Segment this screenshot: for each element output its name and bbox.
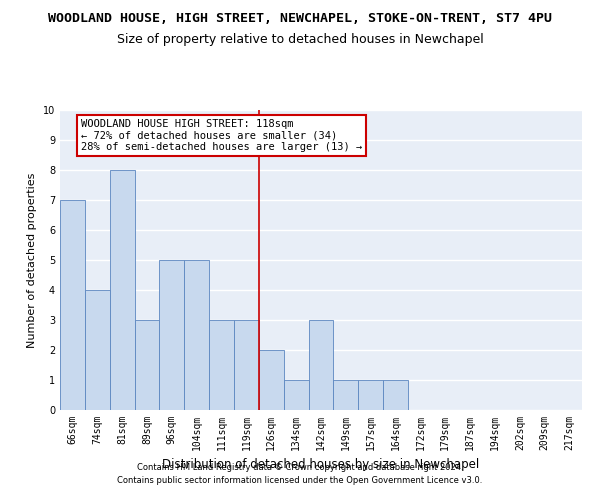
Text: WOODLAND HOUSE, HIGH STREET, NEWCHAPEL, STOKE-ON-TRENT, ST7 4PU: WOODLAND HOUSE, HIGH STREET, NEWCHAPEL, … — [48, 12, 552, 26]
Y-axis label: Number of detached properties: Number of detached properties — [28, 172, 37, 348]
Bar — [60, 200, 85, 410]
Bar — [209, 320, 234, 410]
Bar — [358, 380, 383, 410]
Bar — [308, 320, 334, 410]
Text: WOODLAND HOUSE HIGH STREET: 118sqm
← 72% of detached houses are smaller (34)
28%: WOODLAND HOUSE HIGH STREET: 118sqm ← 72%… — [81, 119, 362, 152]
Bar — [259, 350, 284, 410]
Bar — [383, 380, 408, 410]
Bar — [184, 260, 209, 410]
Bar — [234, 320, 259, 410]
X-axis label: Distribution of detached houses by size in Newchapel: Distribution of detached houses by size … — [163, 458, 479, 471]
Bar — [110, 170, 134, 410]
Bar — [160, 260, 184, 410]
Bar — [85, 290, 110, 410]
Text: Contains public sector information licensed under the Open Government Licence v3: Contains public sector information licen… — [118, 476, 482, 485]
Bar — [284, 380, 308, 410]
Text: Contains HM Land Registry data © Crown copyright and database right 2024.: Contains HM Land Registry data © Crown c… — [137, 464, 463, 472]
Text: Size of property relative to detached houses in Newchapel: Size of property relative to detached ho… — [116, 32, 484, 46]
Bar — [334, 380, 358, 410]
Bar — [134, 320, 160, 410]
